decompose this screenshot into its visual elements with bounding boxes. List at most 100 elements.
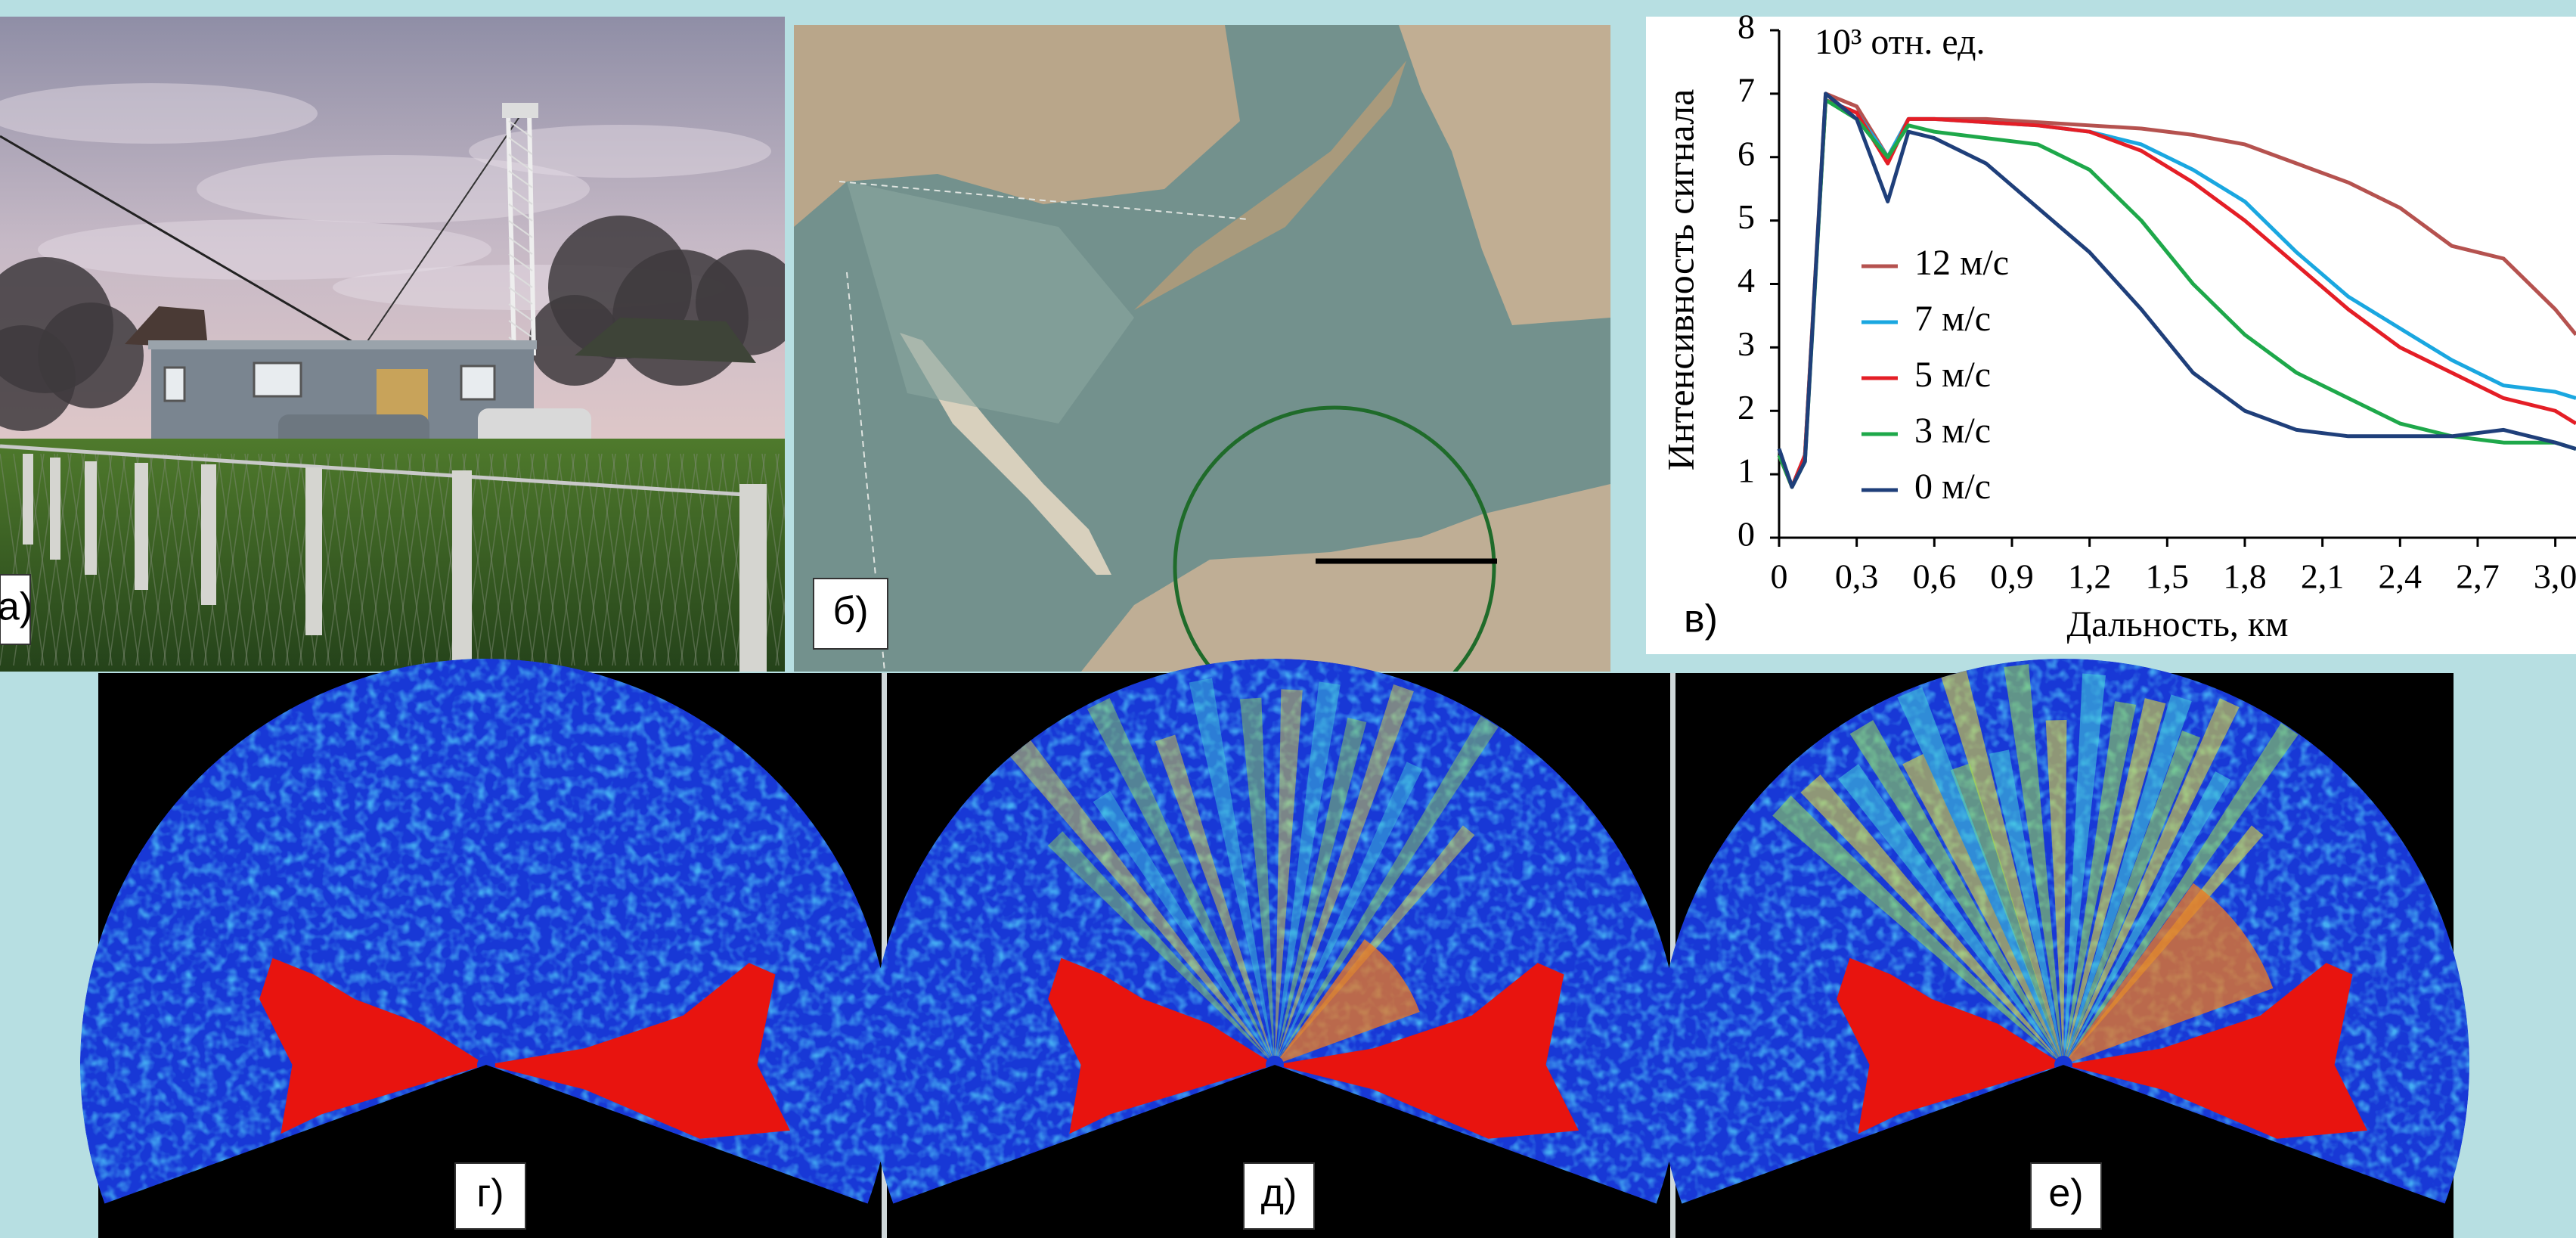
x-tick-label: 0,6 (1913, 557, 1957, 596)
tower-brace (508, 270, 533, 288)
land (794, 25, 1240, 227)
tower-brace (508, 287, 533, 305)
fence-mesh (326, 453, 358, 666)
fence-post (452, 470, 472, 666)
fence-mesh (217, 453, 249, 666)
panel-label-box (813, 578, 888, 650)
fence-mesh (476, 453, 507, 666)
house-roof (125, 306, 208, 348)
x-axis-label: Дальность, км (2066, 604, 2288, 644)
fence-mesh (571, 453, 603, 666)
radar-echo (2063, 963, 2368, 1139)
radar-ray (1010, 740, 1275, 1065)
radar-ray (1275, 717, 1367, 1065)
series-line (1777, 92, 2576, 489)
series-line (1777, 92, 2576, 489)
radar-ray (1849, 720, 2063, 1065)
panel-label: д) (1261, 1171, 1297, 1215)
y-tick-label: 4 (1737, 261, 1755, 299)
fence-mesh (271, 453, 303, 666)
fence-mesh (598, 453, 630, 666)
fence-rail (0, 444, 757, 498)
fence-mesh (353, 453, 385, 666)
fence-mesh (421, 453, 453, 666)
fence-mesh (163, 453, 194, 666)
window (460, 365, 496, 401)
building-roof (148, 340, 537, 349)
radar-echo (1275, 963, 1579, 1139)
fence-mesh (394, 453, 426, 666)
fence-mesh (408, 453, 439, 666)
radar-echo (486, 963, 791, 1139)
y-tick-label: 6 (1737, 134, 1755, 172)
radar-ray (1902, 753, 2063, 1065)
fence-mesh (707, 453, 739, 666)
tower-brace (508, 220, 533, 238)
radar-ray (2063, 698, 2240, 1065)
fence-mesh (54, 453, 85, 666)
power-line (0, 135, 364, 349)
x-tick-label: 0,3 (1835, 557, 1879, 596)
legend-label: 7 м/с (1914, 299, 1991, 339)
tower-brace (508, 303, 533, 321)
radar-echo (259, 957, 486, 1134)
fence-mesh (761, 502, 785, 666)
x-tick-label: 1,8 (2223, 557, 2267, 596)
tower-brace (508, 187, 533, 205)
fence-mesh (149, 453, 181, 666)
fence-mesh (666, 453, 698, 666)
fence-post (50, 458, 60, 560)
radar-ray (2045, 720, 2067, 1065)
power-line (362, 113, 522, 349)
ship-lane (839, 181, 1248, 220)
land (1081, 484, 1610, 672)
legend-label: 12 м/с (1914, 243, 2009, 283)
tower-brace (508, 237, 533, 255)
panel-label: а) (0, 585, 33, 629)
fence-mesh (231, 453, 262, 666)
fence-mesh (244, 453, 276, 666)
x-tick-label: 3,0 (2534, 557, 2576, 596)
radar-ray (1800, 774, 2063, 1065)
fence-mesh (108, 453, 140, 666)
fence-mesh (775, 597, 785, 666)
x-tick-label: 1,5 (2146, 557, 2190, 596)
radar-ray (1275, 681, 1341, 1065)
panel-label: г) (476, 1171, 504, 1215)
fence-mesh (680, 453, 711, 666)
cloud (469, 125, 771, 178)
window (253, 361, 302, 398)
radar-bright-sector (1275, 939, 1420, 1065)
water-light (847, 182, 1134, 424)
tower (506, 111, 516, 356)
radar-ray (1837, 764, 2063, 1065)
y-axis-label: Интенсивность сигнала (1659, 89, 1701, 471)
radar-ray (1989, 749, 2063, 1065)
radar-echo (1837, 957, 2063, 1134)
radar-ray (2063, 701, 2137, 1065)
fence-post (305, 467, 322, 635)
tree (0, 325, 76, 431)
panel-label-box (2030, 1162, 2102, 1230)
radar-ray (2063, 771, 2231, 1065)
panel-label-box (1243, 1162, 1315, 1230)
fence-mesh (489, 453, 521, 666)
radar-ray (1087, 698, 1275, 1065)
radar-ray (2063, 730, 2201, 1065)
tower-brace (508, 170, 533, 188)
house-roof (575, 318, 756, 363)
radar-echo (1048, 957, 1275, 1134)
fence-mesh (203, 453, 235, 666)
fence-mesh (503, 453, 535, 666)
fence-mesh (557, 453, 589, 666)
panel-label: б) (832, 589, 868, 633)
radar-ray (1772, 795, 2063, 1065)
radar-ray (2063, 694, 2192, 1065)
photo (0, 17, 785, 672)
radar-ray (1897, 687, 2063, 1065)
y-tick-label: 8 (1737, 8, 1755, 46)
tower-brace (508, 120, 533, 138)
x-tick-label: 1,2 (2068, 557, 2112, 596)
